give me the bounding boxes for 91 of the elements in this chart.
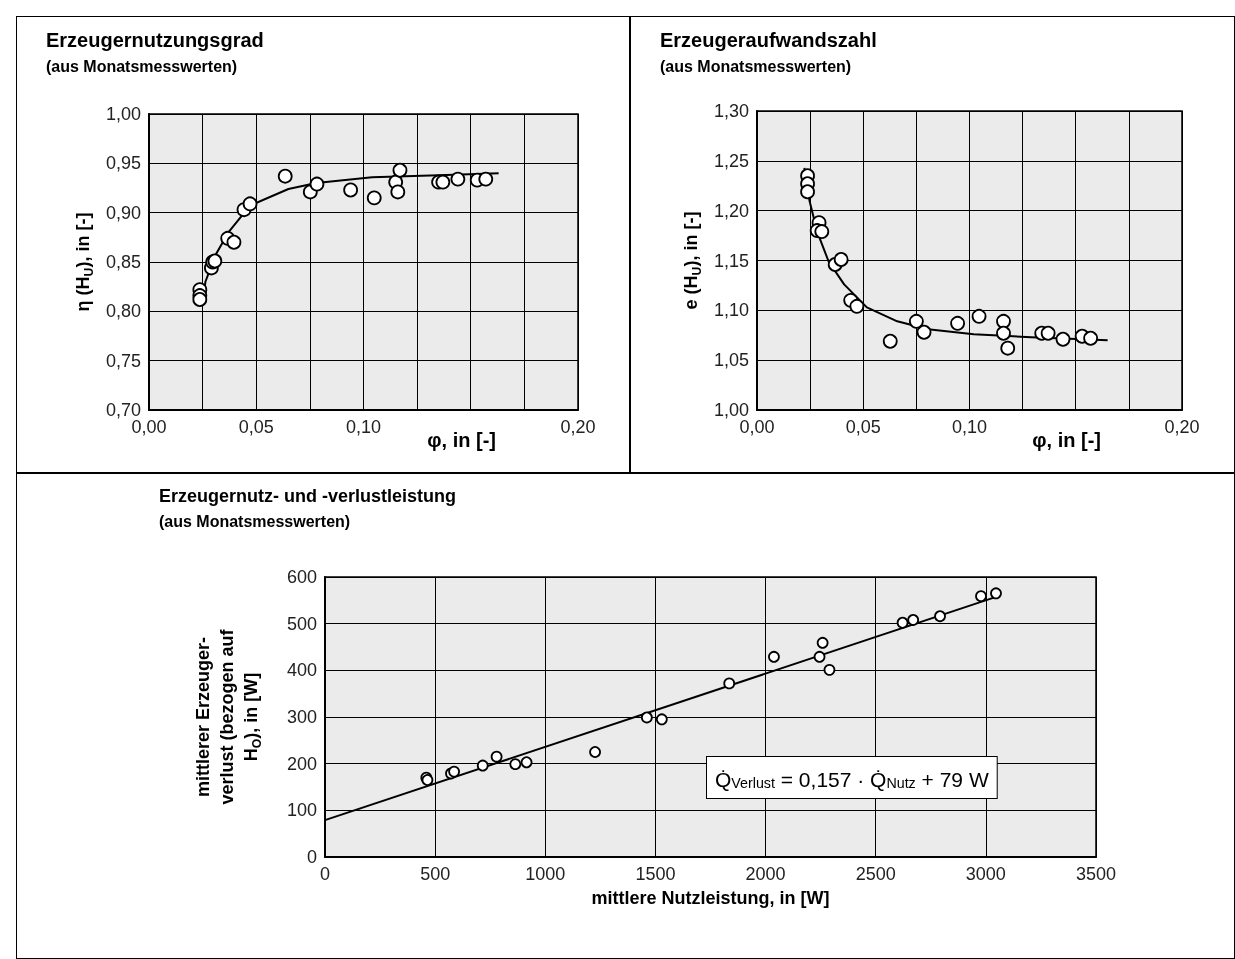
x-tick-label: 0,10 xyxy=(951,417,988,437)
y-tick-label: 1,05 xyxy=(713,350,749,371)
point xyxy=(390,184,406,200)
point xyxy=(768,650,780,663)
x-tick-label: 0,05 xyxy=(845,417,881,437)
y-tick-label: 1,15 xyxy=(713,250,749,271)
point xyxy=(907,614,920,626)
point xyxy=(1040,325,1056,341)
point xyxy=(366,190,382,206)
point xyxy=(655,713,668,726)
x-tick-label: 2500 xyxy=(855,864,896,884)
chart-title: Erzeugernutz- und -verlustleistung xyxy=(159,486,457,506)
x-tick-label: 0,10 xyxy=(345,417,382,437)
point xyxy=(509,758,522,771)
point xyxy=(849,298,865,314)
point xyxy=(242,196,258,212)
chart-subtitle: (aus Monatsmesswerten) xyxy=(159,512,351,530)
x-tick-label: 0,20 xyxy=(560,417,596,437)
y-tick-label: 0,80 xyxy=(105,301,141,322)
x-axis-title: φ, in [-] xyxy=(427,429,496,451)
chart-subtitle: (aus Monatsmesswerten) xyxy=(46,57,238,75)
point xyxy=(814,224,830,239)
x-tick-label: 500 xyxy=(420,864,451,884)
point xyxy=(896,616,909,629)
point xyxy=(996,313,1011,329)
y-tick-label: 500 xyxy=(286,613,317,634)
point xyxy=(996,325,1011,341)
point xyxy=(1083,330,1099,346)
y-tick-label: 200 xyxy=(286,753,317,774)
y-tick-label: 0 xyxy=(306,847,317,867)
point xyxy=(640,711,653,724)
x-tick-label: 3500 xyxy=(1075,864,1117,884)
point xyxy=(1000,340,1016,356)
chart-title: Erzeugeraufwandszahl xyxy=(660,29,877,51)
point xyxy=(309,176,325,192)
point xyxy=(490,750,503,763)
y-tick-label: 0,95 xyxy=(105,153,141,174)
y-tick-label: 1,00 xyxy=(105,104,141,124)
x-axis-title: mittlere Nutzleistung, in [W] xyxy=(591,888,830,908)
point xyxy=(833,252,849,267)
x-tick-label: 3000 xyxy=(965,864,1006,884)
y-tick-label: 0,90 xyxy=(105,202,141,223)
y-tick-label: 1,10 xyxy=(713,300,749,321)
x-tick-label: 0,00 xyxy=(131,417,167,437)
point xyxy=(813,650,826,663)
point xyxy=(934,610,946,623)
point xyxy=(476,759,489,772)
point xyxy=(392,162,408,178)
point xyxy=(192,292,208,307)
x-tick-label: 1000 xyxy=(525,864,566,884)
point xyxy=(343,182,359,198)
y-tick-label: 1,20 xyxy=(713,200,749,221)
point xyxy=(478,171,494,187)
point xyxy=(916,324,932,340)
point xyxy=(882,333,898,349)
y-tick-label: 1,25 xyxy=(713,150,749,171)
y-tick-label: 600 xyxy=(286,567,317,587)
point xyxy=(589,746,601,758)
annotation: Q̇Verlust = 0,157 · Q̇Nutz + 79 W xyxy=(715,768,989,791)
point xyxy=(975,590,987,603)
point xyxy=(950,315,965,331)
point xyxy=(1055,331,1071,347)
point xyxy=(823,663,836,676)
point xyxy=(800,184,815,200)
x-axis-title: φ, in [-] xyxy=(1032,429,1101,451)
point xyxy=(816,636,829,649)
point xyxy=(723,677,736,690)
point xyxy=(450,171,466,187)
point xyxy=(990,587,1002,600)
x-tick-label: 0,20 xyxy=(1164,417,1200,437)
y-tick-label: 0,85 xyxy=(105,252,141,272)
chart-title: Erzeugernutzungsgrad xyxy=(46,29,264,51)
point xyxy=(908,313,924,329)
x-tick-label: 0,05 xyxy=(238,417,274,437)
y-tick-label: 400 xyxy=(286,660,317,681)
point xyxy=(435,174,451,190)
point xyxy=(226,234,242,250)
y-tick-label: 1,30 xyxy=(713,101,749,121)
x-tick-label: 0,00 xyxy=(739,417,775,437)
chart-subtitle: (aus Monatsmesswerten) xyxy=(660,57,852,75)
x-tick-label: 1500 xyxy=(635,864,676,884)
x-tick-label: 0 xyxy=(319,864,331,884)
point xyxy=(971,308,987,324)
x-tick-label: 2000 xyxy=(745,864,786,884)
y-tick-label: 300 xyxy=(286,707,317,727)
y-tick-label: 0,75 xyxy=(105,350,141,371)
y-tick-label: 0,70 xyxy=(105,400,141,420)
point xyxy=(277,168,293,184)
point xyxy=(520,756,533,769)
y-tick-label: 100 xyxy=(286,800,317,821)
y-tick-label: 1,00 xyxy=(713,400,749,420)
